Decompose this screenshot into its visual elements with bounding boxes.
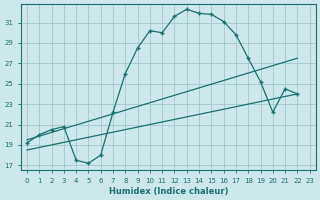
X-axis label: Humidex (Indice chaleur): Humidex (Indice chaleur) [108,187,228,196]
